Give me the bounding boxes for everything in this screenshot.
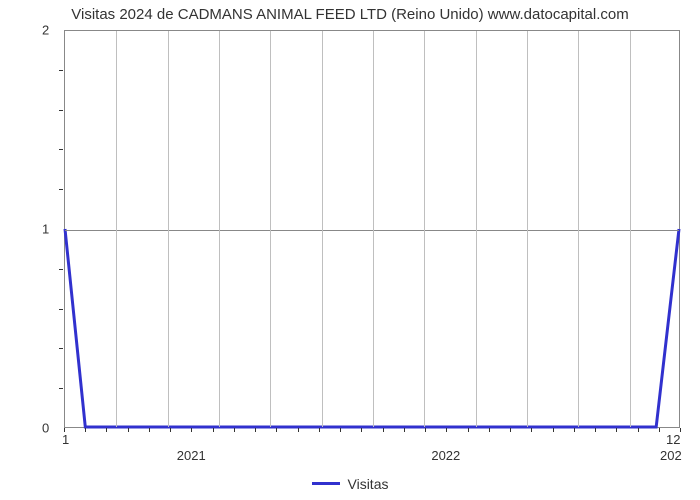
line-series bbox=[65, 31, 679, 427]
y-axis-tick-label: 1 bbox=[42, 222, 49, 237]
gridline-vertical bbox=[373, 31, 374, 427]
y-axis-minor-tick bbox=[59, 70, 63, 71]
legend-label: Visitas bbox=[348, 476, 389, 492]
y-axis-minor-tick bbox=[59, 149, 63, 150]
x-axis-minor-tick bbox=[638, 428, 639, 432]
x-axis-minor-tick bbox=[616, 428, 617, 432]
gridline-vertical bbox=[116, 31, 117, 427]
y-axis-tick-label: 0 bbox=[42, 421, 49, 436]
x-axis-minor-tick bbox=[383, 428, 384, 432]
gridline-vertical bbox=[219, 31, 220, 427]
gridline-vertical bbox=[476, 31, 477, 427]
y-axis-minor-tick bbox=[59, 110, 63, 111]
gridline-vertical bbox=[270, 31, 271, 427]
x-axis-minor-tick bbox=[255, 428, 256, 432]
x-axis-minor-tick bbox=[85, 428, 86, 432]
gridline-vertical bbox=[527, 31, 528, 427]
y-axis-minor-tick bbox=[59, 309, 63, 310]
x-axis-minor-tick bbox=[361, 428, 362, 432]
legend-swatch bbox=[312, 482, 340, 485]
x-axis-minor-tick bbox=[319, 428, 320, 432]
x-axis-minor-tick bbox=[553, 428, 554, 432]
x-axis-tick-label: 2022 bbox=[431, 448, 460, 463]
x-axis-minor-tick bbox=[425, 428, 426, 432]
x-axis-minor-tick bbox=[149, 428, 150, 432]
gridline-vertical bbox=[322, 31, 323, 427]
y-axis-minor-tick bbox=[59, 388, 63, 389]
secondary-x-right-label-2: 202 bbox=[660, 448, 682, 463]
y-axis-minor-tick bbox=[59, 348, 63, 349]
x-axis-minor-tick bbox=[298, 428, 299, 432]
plot-area bbox=[64, 30, 680, 428]
x-axis-minor-tick bbox=[191, 428, 192, 432]
x-axis-minor-tick bbox=[106, 428, 107, 432]
x-axis-minor-tick bbox=[64, 428, 65, 432]
y-axis-tick-label: 2 bbox=[42, 23, 49, 38]
x-axis-minor-tick bbox=[574, 428, 575, 432]
x-axis-minor-tick bbox=[680, 428, 681, 432]
x-axis-tick-label: 2021 bbox=[177, 448, 206, 463]
x-axis-minor-tick bbox=[446, 428, 447, 432]
gridline-horizontal bbox=[65, 230, 679, 231]
x-axis-minor-tick bbox=[170, 428, 171, 432]
x-axis-minor-tick bbox=[404, 428, 405, 432]
x-axis-minor-tick bbox=[340, 428, 341, 432]
legend-item-visitas: Visitas bbox=[312, 476, 389, 492]
gridline-vertical bbox=[630, 31, 631, 427]
x-axis-minor-tick bbox=[489, 428, 490, 432]
secondary-x-left-label: 1 bbox=[62, 432, 69, 447]
x-axis-minor-tick bbox=[276, 428, 277, 432]
chart-container: Visitas 2024 de CADMANS ANIMAL FEED LTD … bbox=[0, 0, 700, 500]
x-axis-minor-tick bbox=[234, 428, 235, 432]
x-axis-minor-tick bbox=[468, 428, 469, 432]
chart-title: Visitas 2024 de CADMANS ANIMAL FEED LTD … bbox=[0, 6, 700, 23]
x-axis-minor-tick bbox=[213, 428, 214, 432]
x-axis-minor-tick bbox=[510, 428, 511, 432]
x-axis-minor-tick bbox=[531, 428, 532, 432]
y-axis-minor-tick bbox=[59, 189, 63, 190]
legend: Visitas bbox=[0, 472, 700, 492]
gridline-vertical bbox=[578, 31, 579, 427]
gridline-vertical bbox=[168, 31, 169, 427]
x-axis-minor-tick bbox=[659, 428, 660, 432]
secondary-x-right-label: 12 bbox=[666, 432, 680, 447]
x-axis-minor-tick bbox=[128, 428, 129, 432]
y-axis-minor-tick bbox=[59, 269, 63, 270]
series-line-visitas bbox=[65, 229, 679, 427]
x-axis-minor-tick bbox=[595, 428, 596, 432]
gridline-vertical bbox=[424, 31, 425, 427]
